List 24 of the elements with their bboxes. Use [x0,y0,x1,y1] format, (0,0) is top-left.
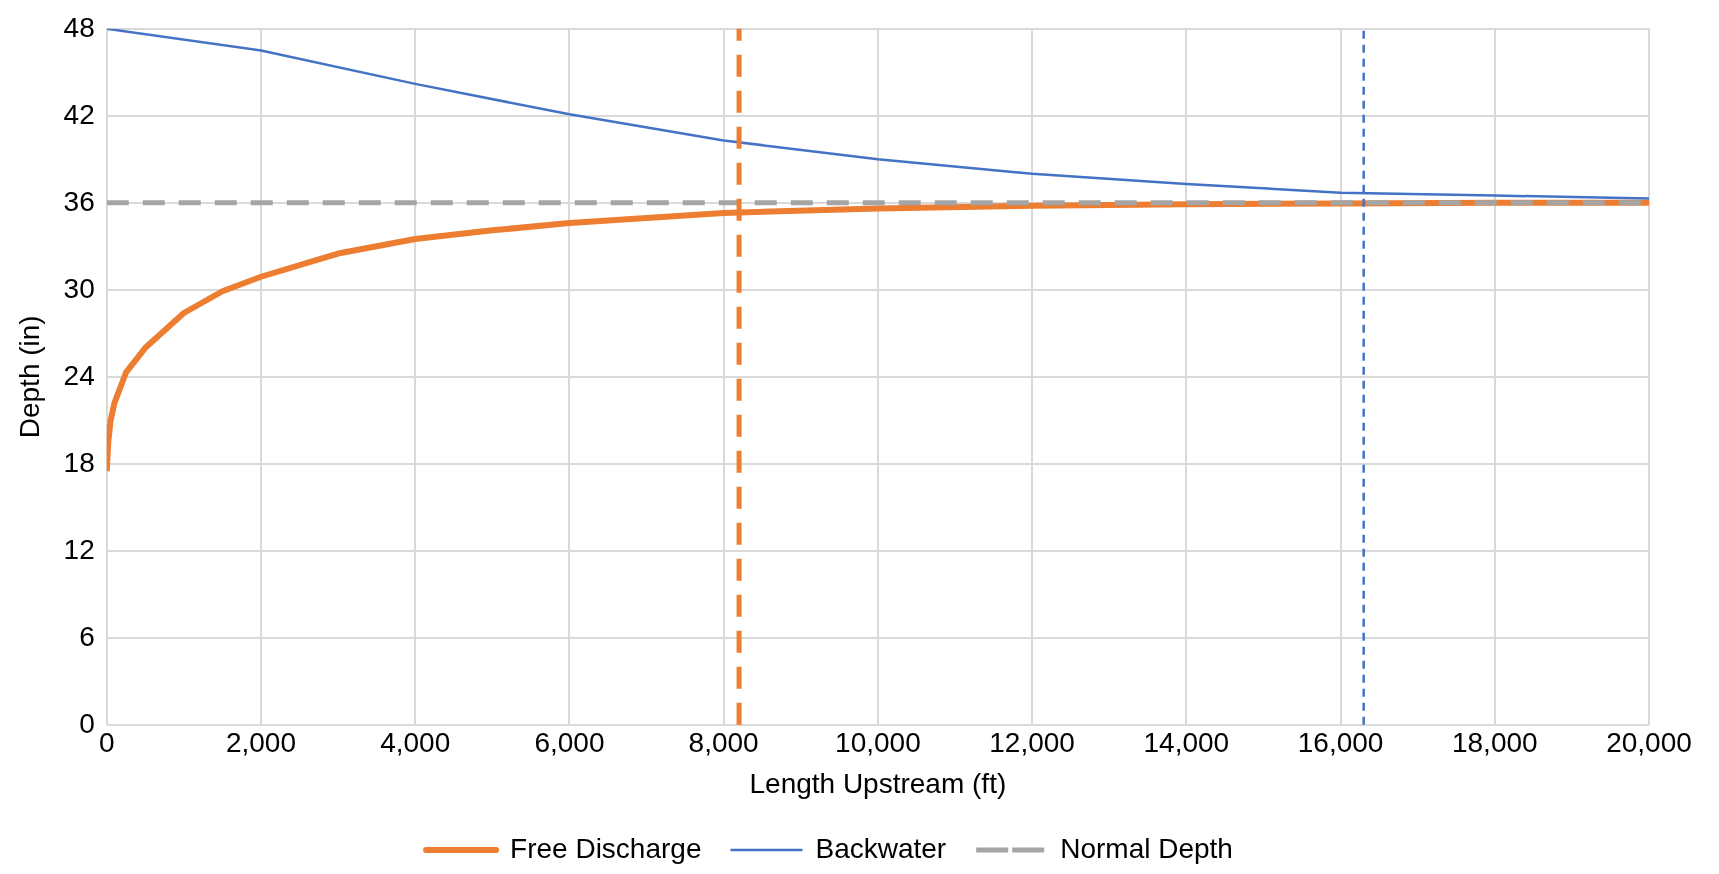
x-tick-label: 16,000 [1297,727,1384,759]
y-tick-label: 0 [79,707,95,739]
x-tick-label: 2,000 [225,727,297,759]
legend-label: Backwater [815,832,947,864]
x-tick-label: 14,000 [1143,727,1230,759]
x-axis-title: Length Upstream (ft) [749,767,1007,799]
x-tick-label: 4,000 [380,727,451,759]
x-tick-label: 10,000 [835,727,921,759]
y-tick-label: 18 [63,446,95,478]
y-axis-title: Depth (in) [13,315,45,439]
y-tick-label: 42 [63,98,95,130]
y-tick-label: 6 [79,620,95,652]
x-tick-label: 20,000 [1606,727,1692,759]
y-tick-label: 30 [63,272,95,304]
legend-label: Normal Depth [1060,832,1233,864]
y-tick-label: 24 [63,359,95,391]
x-tick-label: 6,000 [534,727,605,759]
x-tick-label: 18,000 [1451,727,1538,759]
y-tick-label: 12 [63,533,95,565]
legend-label: Free Discharge [510,832,702,864]
x-tick-label: 8,000 [688,727,759,759]
y-tick-label: 48 [63,11,95,43]
x-tick-label: 12,000 [989,727,1075,759]
y-tick-label: 36 [63,185,95,217]
